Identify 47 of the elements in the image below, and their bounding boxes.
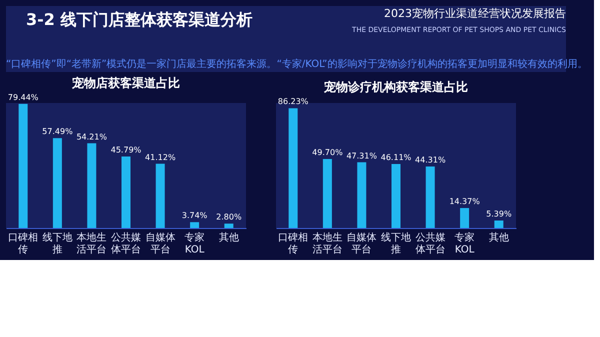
text: 3-2 线下门店整体获客渠道分析 (26, 10, 252, 29)
x-tick-label: 线下地推 (42, 232, 72, 256)
bar (18, 104, 28, 228)
bar (224, 224, 234, 228)
bar (460, 208, 470, 228)
x-tick-label: 专家KOL (454, 232, 475, 256)
x-tick-label: 其他 (218, 232, 239, 244)
data-label: 5.39% (486, 210, 512, 219)
bar (156, 164, 165, 228)
data-label: 3.74% (182, 211, 208, 220)
data-label: 54.21% (76, 132, 108, 142)
text: 2023宠物行业渠道经营状况发展报告 (384, 7, 566, 20)
bar (288, 108, 298, 228)
bar (190, 222, 200, 228)
x-tick-label: 口碑相传 (8, 232, 38, 256)
x-tick-label: 公共媒体平台 (111, 232, 141, 256)
data-label: 86.23% (278, 97, 309, 106)
data-label: 49.70% (312, 148, 344, 157)
data-label: 57.49% (42, 127, 74, 136)
x-tick-label: 本地生活平台 (76, 232, 107, 256)
x-tick-label: 口碑相传 (278, 232, 308, 256)
bar (426, 166, 435, 228)
x-tick-label: 专家KOL (184, 232, 205, 256)
data-label: 14.37% (449, 197, 480, 206)
chart-title: 宠物诊疗机构获客渠道占比 (323, 80, 468, 94)
bar (122, 156, 130, 228)
data-label: 2.80% (216, 212, 242, 222)
x-tick-label: 公共媒体平台 (415, 232, 446, 256)
bar (87, 143, 96, 228)
x-tick-label: 自媒体平台 (145, 232, 176, 256)
data-label: 46.11% (380, 152, 412, 162)
x-tick-label: 线下地推 (381, 232, 411, 256)
data-label: 44.31% (415, 155, 446, 164)
chart-title: 宠物店获客渠道占比 (71, 76, 180, 90)
data-label: 79.44% (8, 92, 39, 102)
bar (52, 138, 62, 228)
bar (392, 164, 400, 228)
text: “口碑相传”即“老带新”模式仍是一家门店最主要的拓客来源。“专家/KOL”的影响对于宠物诊疗机构的拓客更加明显和较有效的利用。 (6, 58, 588, 70)
bar (357, 162, 366, 228)
bar (322, 158, 332, 228)
data-label: 45.79% (110, 145, 142, 154)
x-tick-label: 本地生活平台 (312, 232, 342, 256)
data-label: 41.12% (145, 152, 176, 162)
x-tick-label: 其他 (488, 232, 509, 244)
data-label: 47.31% (346, 151, 378, 160)
x-tick-label: 自媒体平台 (346, 232, 377, 256)
bar (494, 220, 504, 228)
